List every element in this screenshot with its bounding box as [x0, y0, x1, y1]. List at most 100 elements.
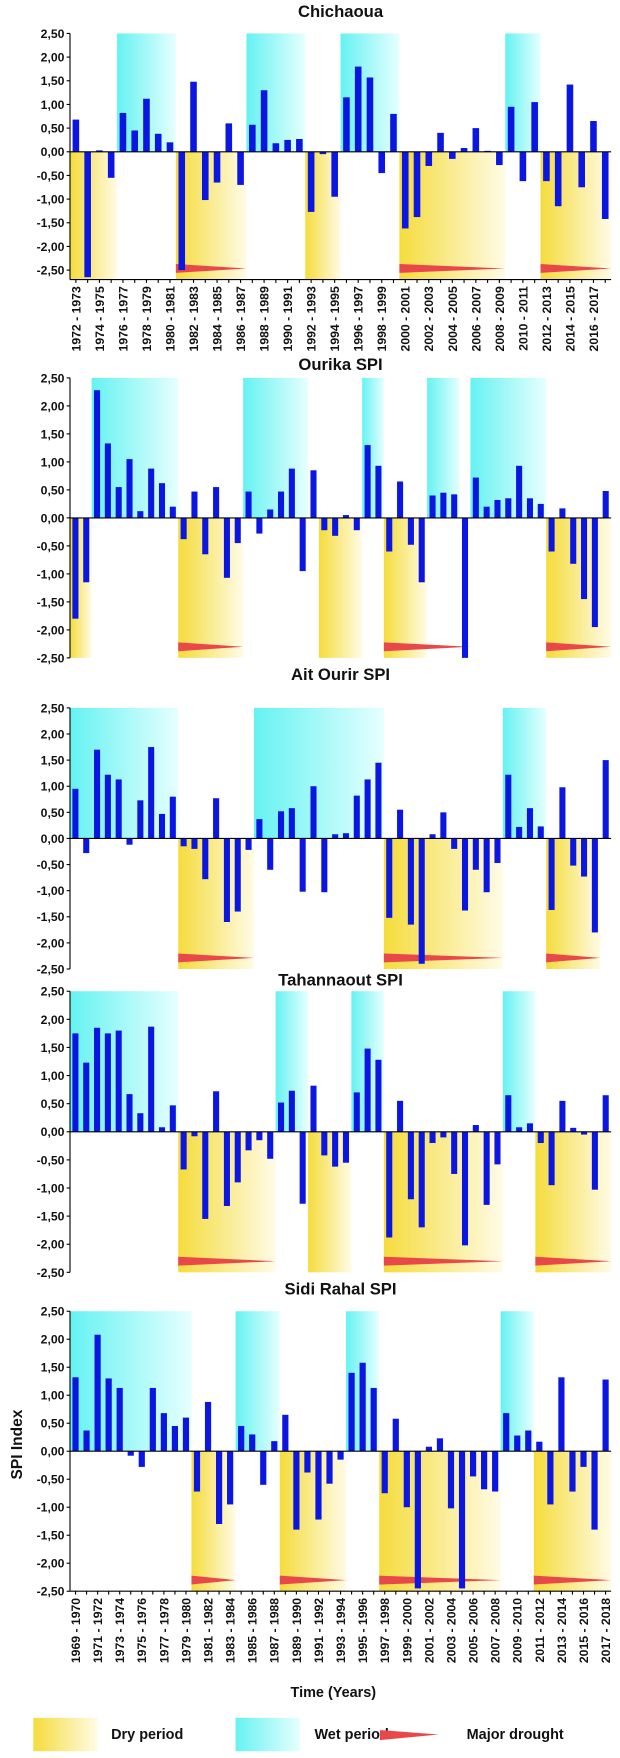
bar: [245, 491, 252, 518]
bar: [72, 119, 80, 152]
bar: [169, 796, 176, 839]
bar: [215, 1451, 223, 1525]
bar: [158, 1127, 166, 1132]
y-tick-label: -2,00: [37, 1238, 65, 1252]
bar: [570, 1127, 577, 1132]
y-tick-label: 1,00: [41, 455, 65, 469]
bar: [256, 819, 263, 839]
bar: [483, 506, 490, 518]
bar: [191, 838, 198, 849]
bar: [299, 1131, 306, 1204]
bar: [437, 132, 444, 152]
bar: [234, 838, 241, 912]
y-tick-label: 2,00: [41, 1013, 65, 1027]
x-tick-label: 1978 - 1979: [140, 286, 154, 351]
bar: [548, 517, 555, 552]
bar: [94, 749, 101, 839]
bar: [94, 1027, 101, 1132]
bar: [429, 834, 436, 839]
y-tick-label: -0,50: [37, 169, 65, 183]
bar: [260, 90, 268, 152]
x-tick-label: 1990 - 1991: [281, 286, 295, 351]
bar: [166, 142, 174, 152]
y-tick-label: -2,50: [37, 1266, 65, 1280]
y-tick-label: 0,00: [41, 1125, 65, 1139]
major-drought: [379, 1575, 501, 1585]
bar: [451, 1131, 458, 1174]
wet-period: [243, 377, 309, 518]
dry-period: [279, 1451, 347, 1592]
bar: [272, 143, 280, 152]
major-drought: [279, 1575, 347, 1585]
bar: [332, 1131, 339, 1167]
bar: [483, 1131, 490, 1205]
bar: [137, 800, 144, 839]
bar: [191, 1131, 198, 1137]
x-tick-label: 1973 - 1974: [113, 1598, 127, 1663]
bar: [288, 808, 295, 839]
dry-period: [535, 1131, 612, 1273]
bar: [342, 833, 349, 839]
bar: [472, 477, 479, 518]
bar: [319, 151, 327, 155]
x-tick-label: 1977 - 1978: [157, 1598, 171, 1663]
bar: [418, 838, 425, 964]
bar: [213, 798, 220, 839]
bar: [591, 838, 598, 933]
bar: [386, 1131, 393, 1238]
bar: [353, 1092, 360, 1132]
bar: [591, 1451, 598, 1530]
dry-period: [540, 151, 612, 280]
bar: [321, 1131, 328, 1156]
bar: [213, 487, 220, 518]
y-tick-label: -1,50: [37, 1210, 65, 1224]
x-tick-label: 1985 - 1986: [246, 1598, 260, 1663]
bar: [213, 151, 221, 183]
bar: [282, 1414, 289, 1452]
bar: [267, 1131, 274, 1159]
x-tick-label: 1981 - 1982: [201, 1598, 215, 1663]
bar: [503, 1413, 510, 1452]
bar: [364, 1048, 371, 1132]
y-tick-label: -1,00: [37, 1501, 65, 1515]
x-tick-label: 2005 - 2006: [467, 1598, 481, 1663]
bar: [581, 838, 588, 877]
bar: [397, 1100, 404, 1132]
x-tick-label: 1991 - 1992: [312, 1598, 326, 1663]
x-axis-label: Time (Years): [291, 1685, 377, 1701]
y-tick-label: 2,50: [41, 27, 65, 41]
bar: [310, 1085, 317, 1132]
bar: [570, 517, 577, 564]
x-tick-label: 2014 - 2015: [563, 286, 577, 351]
bar: [492, 1451, 499, 1492]
x-tick-label: 1989 - 1990: [290, 1598, 304, 1663]
bar: [461, 838, 469, 911]
y-tick-label: -1,50: [37, 910, 65, 924]
major-drought: [383, 1256, 503, 1266]
bar: [115, 1030, 122, 1132]
bar: [375, 1059, 382, 1132]
bar: [304, 1451, 311, 1473]
bar: [353, 795, 360, 839]
bar: [580, 1451, 587, 1467]
bar: [225, 123, 233, 152]
x-tick-label: 1982 - 1983: [187, 286, 201, 351]
bar: [569, 1451, 576, 1492]
major-drought: [546, 642, 612, 652]
y-tick-label: 1,00: [41, 1389, 65, 1403]
bar: [353, 517, 360, 531]
bar: [554, 151, 562, 207]
y-tick-label: 0,50: [41, 122, 65, 136]
bar: [158, 483, 166, 518]
bar: [526, 498, 533, 518]
bar: [364, 779, 371, 839]
bar: [238, 1426, 245, 1452]
bar: [278, 811, 285, 839]
y-tick-label: -2,50: [37, 962, 65, 976]
x-tick-label: 1993 - 1994: [334, 1598, 348, 1663]
bar: [366, 77, 374, 152]
x-tick-label: 1979 - 1980: [179, 1598, 193, 1663]
bar: [213, 1091, 220, 1132]
bar: [84, 151, 91, 278]
bar: [566, 84, 574, 152]
